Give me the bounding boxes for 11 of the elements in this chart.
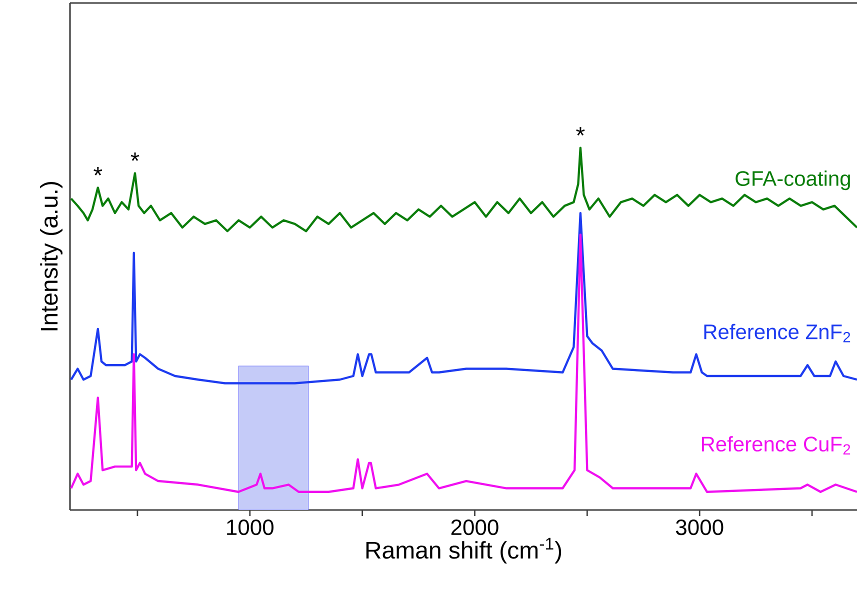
annotation: * bbox=[576, 127, 585, 136]
x-tick-label: 2000 bbox=[451, 520, 498, 536]
y-axis-title: Intensity (a.u.) bbox=[40, 182, 62, 330]
x-tick-label: 3000 bbox=[676, 520, 724, 536]
series-label: Reference CuF$_{2}$ bbox=[702, 436, 850, 454]
series-label: Reference ZnF$_{2}$ bbox=[704, 324, 850, 342]
x-axis-title: Raman shift (cm$^{-1}$) bbox=[366, 538, 562, 564]
series-label: GFA-coating bbox=[736, 170, 850, 190]
annotation: * bbox=[130, 152, 140, 161]
x-tick-label: 1000 bbox=[227, 520, 274, 536]
annotation: * bbox=[94, 166, 102, 176]
